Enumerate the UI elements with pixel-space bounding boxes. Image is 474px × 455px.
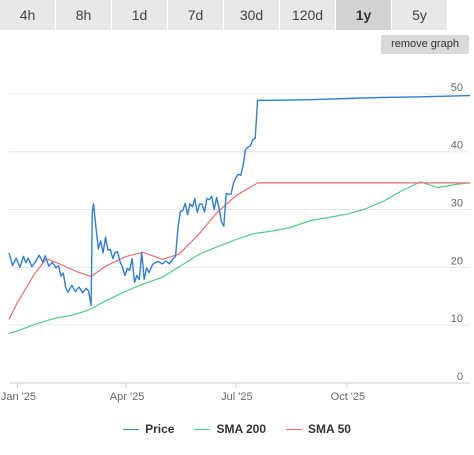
tab-1d[interactable]: 1d [112,0,167,30]
tab-120d[interactable]: 120d [280,0,335,30]
y-tick-label-10: 10 [451,313,463,325]
series-line-price [8,94,471,307]
legend-item-price[interactable]: Price [123,422,174,436]
legend-swatch-sma-200 [194,428,211,430]
tab-30d[interactable]: 30d [224,0,279,30]
x-tick-label-3: Oct '25 [331,391,366,403]
legend-label-sma-200: SMA 200 [216,422,267,436]
tab-1y[interactable]: 1y [336,0,391,30]
tab-5y[interactable]: 5y [392,0,447,30]
legend-swatch-sma-50 [286,428,303,430]
series-line-sma-50 [8,182,470,320]
x-tick-label-1: Apr '25 [110,391,145,403]
tab-8h[interactable]: 8h [56,0,111,30]
chart-legend: Price SMA 200 SMA 50 [0,419,474,439]
x-tick-label-0: Jan '25 [1,391,36,403]
remove-graph-button[interactable]: remove graph [381,35,469,54]
legend-item-sma-200[interactable]: SMA 200 [194,422,266,436]
series-line-sma-200 [8,181,471,334]
y-tick-label-30: 30 [451,198,463,210]
y-tick-label-0: 0 [457,371,463,383]
legend-swatch-price [123,428,140,430]
legend-item-sma-50[interactable]: SMA 50 [286,422,351,436]
tab-7d[interactable]: 7d [168,0,223,30]
timeframe-tabs: 4h 8h 1d 7d 30d 120d 1y 5y [0,0,474,30]
y-tick-label-20: 20 [451,255,463,267]
x-tick-label-2: Jul '25 [221,391,252,403]
legend-label-sma-50: SMA 50 [308,422,351,436]
legend-label-price: Price [145,422,175,436]
y-tick-label-50: 50 [451,82,463,94]
y-tick-label-40: 40 [451,140,463,152]
tab-4h[interactable]: 4h [0,0,55,30]
